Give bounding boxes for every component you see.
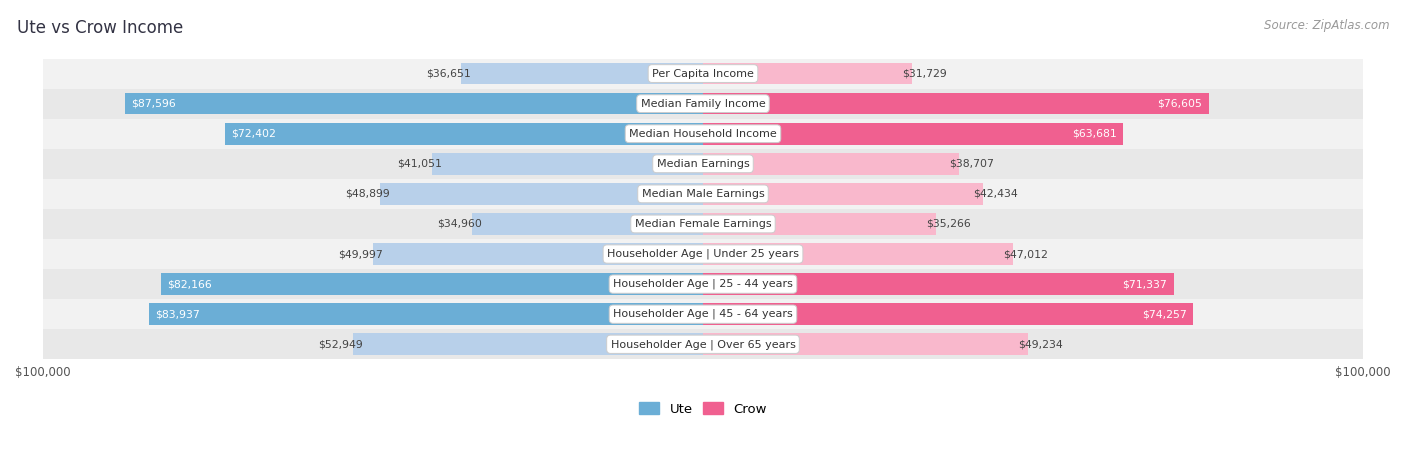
- Text: Median Male Earnings: Median Male Earnings: [641, 189, 765, 199]
- Text: $35,266: $35,266: [927, 219, 970, 229]
- Text: Householder Age | 45 - 64 years: Householder Age | 45 - 64 years: [613, 309, 793, 319]
- Text: $48,899: $48,899: [346, 189, 389, 199]
- Bar: [125, 93, 703, 114]
- Bar: [432, 153, 703, 175]
- Text: $49,234: $49,234: [1018, 339, 1063, 349]
- Text: Householder Age | Over 65 years: Householder Age | Over 65 years: [610, 339, 796, 349]
- Bar: [42, 179, 1364, 209]
- Bar: [42, 119, 1364, 149]
- Text: $34,960: $34,960: [437, 219, 482, 229]
- Bar: [461, 63, 703, 85]
- Text: $38,707: $38,707: [949, 159, 994, 169]
- Bar: [42, 209, 1364, 239]
- Text: Householder Age | Under 25 years: Householder Age | Under 25 years: [607, 249, 799, 259]
- Bar: [42, 329, 1364, 359]
- Text: $41,051: $41,051: [396, 159, 441, 169]
- Text: Median Female Earnings: Median Female Earnings: [634, 219, 772, 229]
- Text: Median Household Income: Median Household Income: [628, 129, 778, 139]
- Bar: [703, 273, 1174, 295]
- Bar: [42, 299, 1364, 329]
- Text: $76,605: $76,605: [1157, 99, 1202, 109]
- Bar: [380, 183, 703, 205]
- Text: $83,937: $83,937: [156, 309, 200, 319]
- Bar: [703, 304, 1194, 325]
- Bar: [703, 63, 912, 85]
- Text: $31,729: $31,729: [903, 69, 948, 78]
- Bar: [225, 123, 703, 145]
- Text: $82,166: $82,166: [167, 279, 212, 289]
- Bar: [703, 93, 1209, 114]
- Bar: [472, 213, 703, 235]
- Text: Per Capita Income: Per Capita Income: [652, 69, 754, 78]
- Text: Householder Age | 25 - 44 years: Householder Age | 25 - 44 years: [613, 279, 793, 290]
- Text: Median Family Income: Median Family Income: [641, 99, 765, 109]
- Text: $36,651: $36,651: [426, 69, 471, 78]
- Text: $72,402: $72,402: [232, 129, 277, 139]
- Text: Median Earnings: Median Earnings: [657, 159, 749, 169]
- Bar: [149, 304, 703, 325]
- Text: Source: ZipAtlas.com: Source: ZipAtlas.com: [1264, 19, 1389, 32]
- Text: $42,434: $42,434: [973, 189, 1018, 199]
- Bar: [42, 58, 1364, 89]
- Bar: [42, 269, 1364, 299]
- Bar: [703, 183, 983, 205]
- Text: $87,596: $87,596: [131, 99, 176, 109]
- Bar: [373, 243, 703, 265]
- Bar: [703, 123, 1123, 145]
- Bar: [703, 213, 936, 235]
- Text: Ute vs Crow Income: Ute vs Crow Income: [17, 19, 183, 37]
- Text: $71,337: $71,337: [1122, 279, 1167, 289]
- Bar: [160, 273, 703, 295]
- Text: $74,257: $74,257: [1142, 309, 1187, 319]
- Text: $47,012: $47,012: [1004, 249, 1049, 259]
- Legend: Ute, Crow: Ute, Crow: [634, 397, 772, 421]
- Bar: [703, 153, 959, 175]
- Bar: [703, 333, 1028, 355]
- Text: $63,681: $63,681: [1071, 129, 1116, 139]
- Text: $49,997: $49,997: [337, 249, 382, 259]
- Bar: [42, 149, 1364, 179]
- Bar: [42, 239, 1364, 269]
- Text: $52,949: $52,949: [319, 339, 363, 349]
- Bar: [703, 243, 1014, 265]
- Bar: [353, 333, 703, 355]
- Bar: [42, 89, 1364, 119]
